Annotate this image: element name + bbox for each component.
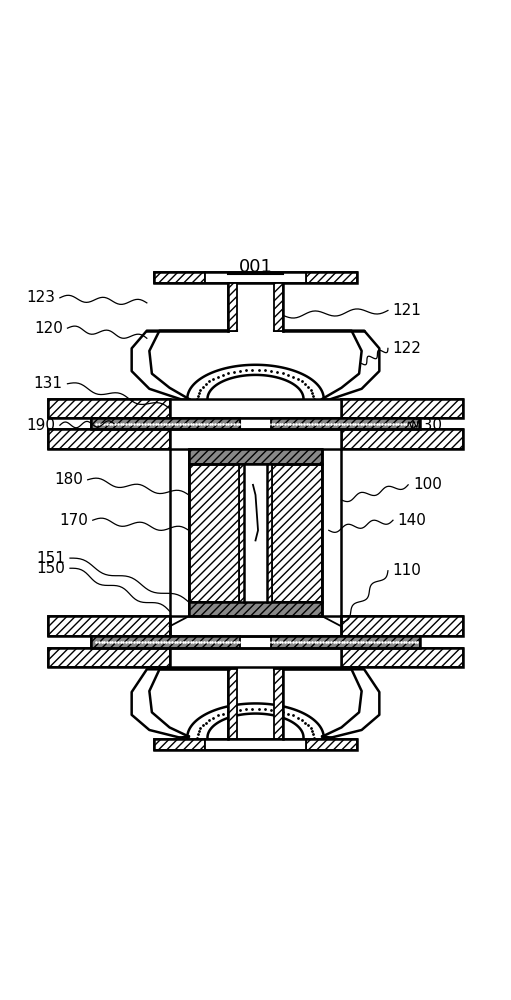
Bar — [189, 449, 322, 464]
Bar — [170, 648, 341, 667]
Bar — [154, 739, 357, 750]
Bar — [306, 739, 357, 750]
Text: 190: 190 — [26, 418, 55, 433]
Bar — [48, 399, 170, 418]
Bar — [341, 616, 463, 636]
Bar — [48, 648, 170, 667]
Bar — [170, 429, 341, 449]
Bar — [189, 464, 322, 602]
Bar — [271, 636, 420, 648]
Text: 120: 120 — [34, 321, 63, 336]
Text: 123: 123 — [26, 290, 55, 305]
Bar — [239, 464, 244, 602]
Text: 100: 100 — [413, 477, 442, 492]
Bar — [189, 602, 322, 616]
Bar — [154, 272, 205, 283]
Bar — [341, 616, 463, 636]
Text: 150: 150 — [36, 561, 65, 576]
Bar — [205, 272, 306, 283]
Text: 122: 122 — [392, 341, 422, 356]
Bar — [274, 283, 283, 331]
Bar — [91, 418, 240, 429]
Bar — [341, 648, 463, 667]
Bar — [170, 399, 341, 418]
Bar — [341, 429, 463, 449]
Bar — [91, 636, 240, 648]
Bar — [91, 636, 420, 648]
Bar — [48, 399, 170, 418]
Text: 130: 130 — [413, 418, 442, 433]
Bar — [306, 272, 357, 283]
Bar — [228, 283, 237, 331]
Bar — [48, 648, 170, 667]
Bar — [341, 648, 463, 667]
Bar — [154, 739, 205, 750]
Text: 170: 170 — [59, 513, 88, 528]
Bar — [228, 669, 237, 739]
Bar — [170, 616, 341, 636]
Bar — [91, 418, 420, 429]
Bar — [154, 272, 357, 283]
Text: 131: 131 — [34, 376, 63, 391]
Text: 180: 180 — [54, 472, 83, 487]
Bar — [189, 449, 322, 464]
Bar — [48, 429, 170, 449]
Bar — [271, 418, 420, 429]
Text: 151: 151 — [36, 551, 65, 566]
Bar — [240, 418, 271, 429]
Text: 121: 121 — [392, 303, 422, 318]
Bar — [341, 429, 463, 449]
Text: 001: 001 — [239, 258, 272, 276]
Bar — [48, 429, 170, 449]
Text: 110: 110 — [392, 563, 422, 578]
Bar — [205, 739, 306, 750]
Bar — [341, 399, 463, 418]
Text: 140: 140 — [398, 513, 427, 528]
Bar — [267, 464, 272, 602]
Bar — [341, 399, 463, 418]
Bar — [274, 669, 283, 739]
Bar — [48, 616, 170, 636]
Bar — [244, 464, 267, 602]
Bar — [189, 464, 322, 602]
Bar — [48, 616, 170, 636]
Bar — [189, 602, 322, 616]
